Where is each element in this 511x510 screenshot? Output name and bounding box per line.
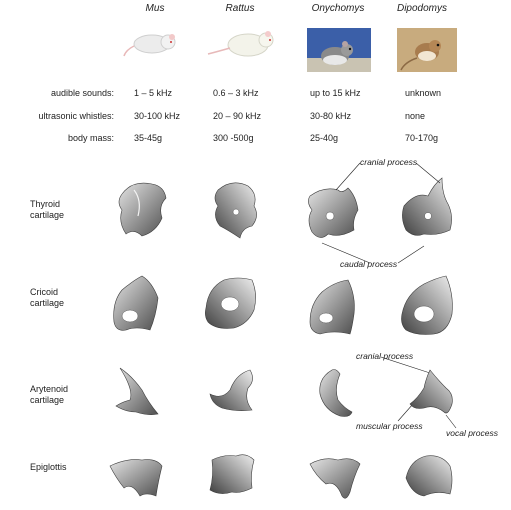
anno-thyroid-cranial: cranial process (360, 157, 418, 167)
label-cricoid-line2: cartilage (30, 298, 65, 308)
thyroid-dipodomys (402, 177, 452, 236)
cell-mass-dipodomys: 70-170g (405, 133, 439, 143)
anno-arytenoid-vocal: vocal process (446, 428, 498, 438)
cell-audible-dipodomys: unknown (405, 88, 442, 98)
anno-arytenoid-cranial: cranial process (356, 351, 414, 361)
label-thyroid: Thyroid cartilage (30, 199, 64, 221)
arytenoid-dipodomys (409, 369, 453, 414)
header-mus: Mus (145, 3, 165, 14)
rattus-photo (206, 22, 278, 64)
cell-ultrasonic-onychomys: 30-80 kHz (310, 111, 352, 121)
thyroid-rattus (214, 182, 257, 239)
label-cricoid-line1: Cricoid (30, 287, 59, 297)
thyroid-onychomys (308, 187, 359, 238)
anno-thyroid-caudal: caudal process (340, 259, 398, 269)
cell-mass-rattus: 300 -500g (213, 133, 254, 143)
label-arytenoid-line2: cartilage (30, 395, 65, 405)
epiglottis-rattus (209, 454, 255, 494)
cell-ultrasonic-rattus: 20 – 90 kHz (213, 111, 262, 121)
row-label-body-mass: body mass: (67, 133, 114, 143)
row-label-ultrasonic: ultrasonic whistles: (38, 111, 114, 121)
dipodomys-photo (397, 28, 457, 72)
label-epiglottis: Epiglottis (30, 462, 67, 473)
epiglottis-dipodomys (405, 455, 453, 497)
header-rattus: Rattus (225, 3, 255, 14)
label-thyroid-line2: cartilage (30, 210, 65, 220)
thyroid-mus (118, 182, 167, 237)
cell-audible-rattus: 0.6 – 3 kHz (213, 88, 259, 98)
mus-photo (122, 22, 184, 62)
cell-mass-mus: 35-45g (134, 133, 163, 143)
cricoid-onychomys (309, 279, 355, 335)
row-label-audible: audible sounds: (50, 88, 114, 98)
label-cricoid: Cricoid cartilage (30, 287, 64, 309)
label-arytenoid-line1: Arytenoid (30, 384, 69, 394)
label-arytenoid: Arytenoid cartilage (30, 384, 68, 406)
cell-audible-onychomys: up to 15 kHz (310, 88, 361, 98)
arytenoid-rattus (209, 369, 253, 411)
cell-ultrasonic-mus: 30-100 kHz (134, 111, 181, 121)
anno-arytenoid-muscular: muscular process (356, 421, 423, 431)
cell-ultrasonic-dipodomys: none (405, 111, 426, 121)
epiglottis-onychomys (309, 458, 361, 499)
arytenoid-onychomys (319, 369, 353, 417)
cricoid-dipodomys (401, 275, 453, 335)
cell-audible-mus: 1 – 5 kHz (134, 88, 173, 98)
label-thyroid-line1: Thyroid (30, 199, 61, 209)
epiglottis-mus (109, 459, 163, 497)
arytenoid-mus (115, 367, 159, 415)
header-dipodomys: Dipodomys (396, 3, 448, 14)
onychomys-photo (307, 28, 371, 72)
label-epiglottis-line1: Epiglottis (30, 462, 67, 472)
cricoid-rattus (205, 277, 256, 329)
header-onychomys: Onychomys (311, 3, 365, 14)
cell-mass-onychomys: 25-40g (310, 133, 339, 143)
cricoid-mus (113, 275, 159, 331)
